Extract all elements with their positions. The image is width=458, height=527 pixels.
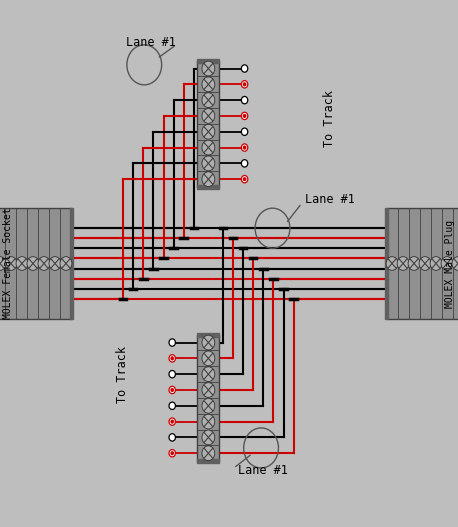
- Circle shape: [202, 430, 215, 445]
- Circle shape: [243, 82, 246, 86]
- Bar: [197, 185, 219, 189]
- Circle shape: [202, 367, 215, 382]
- Circle shape: [202, 383, 215, 397]
- Circle shape: [202, 172, 215, 187]
- Text: To Track: To Track: [323, 90, 336, 147]
- Circle shape: [27, 257, 39, 270]
- Text: MOLEX Female Socket: MOLEX Female Socket: [3, 208, 13, 319]
- Circle shape: [430, 257, 442, 270]
- Circle shape: [38, 257, 50, 270]
- Circle shape: [202, 156, 215, 171]
- Circle shape: [169, 450, 175, 457]
- Circle shape: [49, 257, 61, 270]
- Bar: [385, 208, 388, 319]
- FancyBboxPatch shape: [197, 335, 219, 461]
- Circle shape: [202, 124, 215, 139]
- Circle shape: [5, 257, 17, 270]
- Circle shape: [169, 386, 175, 394]
- Circle shape: [241, 160, 248, 167]
- Circle shape: [241, 175, 248, 183]
- Circle shape: [60, 257, 72, 270]
- Circle shape: [397, 257, 409, 270]
- Text: MOLEX Male Plug: MOLEX Male Plug: [445, 219, 455, 308]
- Circle shape: [202, 140, 215, 155]
- Circle shape: [169, 402, 175, 409]
- Circle shape: [241, 81, 248, 88]
- Bar: [197, 459, 219, 463]
- Circle shape: [241, 112, 248, 120]
- Circle shape: [419, 257, 431, 270]
- Circle shape: [202, 351, 215, 366]
- Circle shape: [169, 355, 175, 362]
- FancyBboxPatch shape: [197, 61, 219, 187]
- Circle shape: [170, 451, 174, 455]
- Text: Lane #1: Lane #1: [238, 464, 288, 476]
- Circle shape: [243, 145, 246, 150]
- Circle shape: [169, 370, 175, 378]
- Circle shape: [452, 257, 458, 270]
- Circle shape: [202, 414, 215, 429]
- Circle shape: [16, 257, 28, 270]
- Circle shape: [169, 418, 175, 425]
- FancyBboxPatch shape: [387, 208, 458, 319]
- FancyBboxPatch shape: [0, 208, 71, 319]
- Circle shape: [170, 356, 174, 360]
- Circle shape: [202, 77, 215, 92]
- Bar: [70, 208, 73, 319]
- Circle shape: [169, 339, 175, 346]
- Circle shape: [170, 419, 174, 424]
- Circle shape: [170, 388, 174, 392]
- Circle shape: [202, 93, 215, 108]
- Circle shape: [408, 257, 420, 270]
- Text: Lane #1: Lane #1: [126, 36, 176, 48]
- Circle shape: [241, 144, 248, 151]
- Circle shape: [386, 257, 398, 270]
- Circle shape: [243, 177, 246, 181]
- Circle shape: [202, 398, 215, 413]
- Bar: [197, 333, 219, 337]
- Text: To Track: To Track: [116, 346, 129, 403]
- Circle shape: [0, 257, 6, 270]
- Circle shape: [241, 65, 248, 72]
- Circle shape: [202, 446, 215, 461]
- Circle shape: [202, 109, 215, 123]
- Circle shape: [202, 335, 215, 350]
- Text: Lane #1: Lane #1: [305, 193, 354, 206]
- Circle shape: [169, 434, 175, 441]
- Circle shape: [243, 114, 246, 118]
- Bar: [197, 59, 219, 63]
- Circle shape: [202, 61, 215, 76]
- Circle shape: [441, 257, 453, 270]
- Circle shape: [241, 96, 248, 104]
- Circle shape: [241, 128, 248, 135]
